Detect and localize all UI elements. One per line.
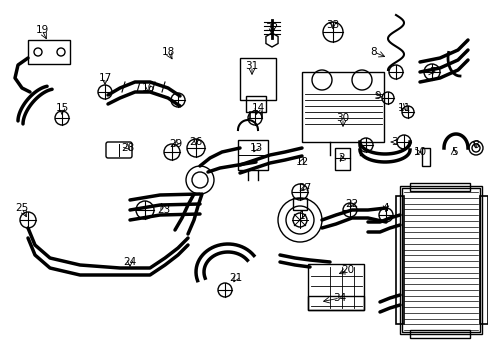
Text: 23: 23 bbox=[157, 205, 170, 215]
Text: 7: 7 bbox=[428, 67, 434, 77]
Text: 18: 18 bbox=[161, 47, 174, 57]
Text: 26: 26 bbox=[189, 137, 202, 147]
Bar bbox=[238, 140, 267, 170]
Bar bbox=[334, 148, 349, 170]
Text: 33: 33 bbox=[325, 20, 339, 30]
Text: 31: 31 bbox=[245, 61, 258, 71]
Text: 16: 16 bbox=[141, 83, 154, 93]
Text: 21: 21 bbox=[229, 273, 242, 283]
Bar bbox=[479, 196, 487, 324]
Text: 12: 12 bbox=[295, 157, 308, 167]
Bar bbox=[302, 72, 383, 142]
Bar bbox=[395, 196, 403, 324]
Text: 32: 32 bbox=[265, 23, 278, 33]
Text: 8: 8 bbox=[370, 47, 377, 57]
Text: 15: 15 bbox=[55, 103, 68, 113]
Text: 11: 11 bbox=[397, 103, 410, 113]
Bar bbox=[240, 58, 275, 100]
Text: 6: 6 bbox=[472, 140, 478, 150]
Text: 34: 34 bbox=[333, 293, 346, 303]
Bar bbox=[245, 96, 265, 112]
Text: 25: 25 bbox=[15, 203, 29, 213]
Bar bbox=[307, 264, 363, 310]
Text: 9: 9 bbox=[374, 91, 381, 101]
Bar bbox=[399, 186, 481, 334]
Bar bbox=[409, 183, 469, 191]
Text: 13: 13 bbox=[249, 143, 262, 153]
Text: 5: 5 bbox=[450, 147, 456, 157]
Text: 14: 14 bbox=[251, 103, 264, 113]
Text: 3: 3 bbox=[390, 137, 397, 147]
Text: 28: 28 bbox=[121, 143, 134, 153]
Bar bbox=[409, 330, 469, 338]
Bar bbox=[401, 188, 479, 332]
Bar bbox=[307, 296, 363, 310]
Text: 22: 22 bbox=[345, 199, 358, 209]
Text: 1: 1 bbox=[298, 211, 305, 221]
Text: 27: 27 bbox=[298, 183, 311, 193]
Text: 10: 10 bbox=[412, 147, 426, 157]
Text: 30: 30 bbox=[336, 113, 349, 123]
Bar bbox=[28, 40, 70, 64]
Text: 2: 2 bbox=[338, 153, 345, 163]
Text: 17: 17 bbox=[98, 73, 111, 83]
Text: 29: 29 bbox=[169, 139, 182, 149]
Text: 4: 4 bbox=[382, 203, 388, 213]
Text: 20: 20 bbox=[341, 265, 354, 275]
Text: 24: 24 bbox=[123, 257, 136, 267]
Bar bbox=[421, 148, 429, 166]
Bar bbox=[292, 198, 306, 210]
Text: 19: 19 bbox=[35, 25, 48, 35]
